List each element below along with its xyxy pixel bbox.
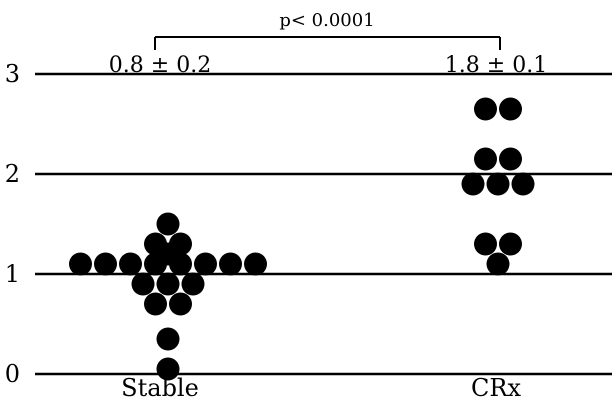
dot-stable (156, 357, 180, 381)
data-points (69, 97, 535, 381)
p-value-label: p< 0.0001 (279, 10, 374, 31)
dot-stable (219, 252, 242, 276)
y-tick-label-0: 0 (5, 360, 20, 388)
dot-stable (94, 252, 117, 276)
dot-crx (474, 232, 497, 256)
dot-stable (156, 212, 180, 236)
dot-stable (156, 327, 180, 351)
dot-stable (144, 252, 167, 276)
dot-stable (181, 272, 205, 296)
dot-crx (461, 172, 485, 196)
significance-bracket: p< 0.0001 (154, 10, 501, 50)
y-tick-label-2: 2 (5, 160, 20, 188)
y-tick-labels: 0 1 2 3 (5, 60, 20, 388)
dot-crx (499, 232, 522, 256)
dot-crx (486, 252, 510, 276)
dot-stable (156, 272, 180, 296)
dot-stable (169, 252, 192, 276)
crx-summary-label: 1.8 ± 0.1 (445, 53, 547, 78)
y-tick-label-1: 1 (5, 260, 20, 288)
dot-crx (474, 147, 497, 171)
dot-crx (474, 97, 497, 121)
dot-stable (194, 252, 217, 276)
gridlines (35, 72, 612, 376)
y-tick-label-3: 3 (5, 60, 20, 88)
dot-stable (119, 252, 142, 276)
dot-crx (486, 172, 510, 196)
stable-summary-label: 0.8 ± 0.2 (109, 53, 211, 78)
dot-crx (511, 172, 535, 196)
category-label-crx: CRx (471, 374, 521, 402)
dot-crx (499, 147, 522, 171)
category-label-stable: Stable (121, 374, 199, 402)
dot-stable (144, 292, 167, 316)
dot-stable (69, 252, 92, 276)
dot-stable (169, 292, 192, 316)
dot-stable (131, 272, 155, 296)
dot-stable (244, 252, 267, 276)
dot-crx (499, 97, 522, 121)
